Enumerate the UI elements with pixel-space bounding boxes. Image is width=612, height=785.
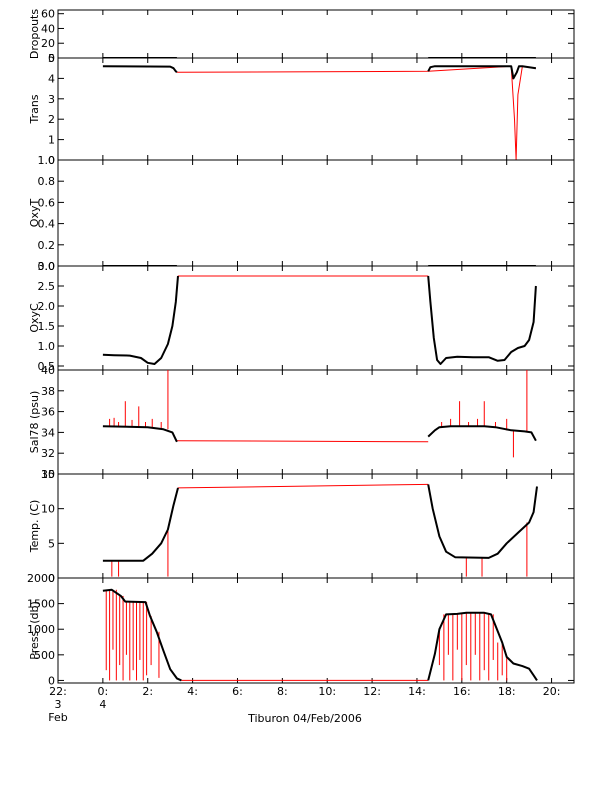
- y-tick-label: 0: [48, 674, 55, 687]
- processed-series-line: [427, 275, 537, 365]
- y-tick-label: 32: [41, 447, 55, 460]
- y-tick-label: 20: [41, 37, 55, 50]
- x-tick-label: 6:: [232, 685, 243, 698]
- y-tick-label: 1: [48, 134, 55, 147]
- y-tick-label: 36: [41, 406, 55, 419]
- y-tick-label: 2.0: [38, 300, 56, 313]
- y-tick-label: 40: [41, 364, 55, 377]
- plot-area: [102, 370, 537, 458]
- y-tick-label: 4: [48, 72, 55, 85]
- plot-area: [102, 275, 537, 365]
- y-axis-label: OxyT: [28, 199, 41, 228]
- y-tick-label: 0.5: [38, 360, 56, 373]
- y-tick-label: 60: [41, 8, 55, 21]
- x-tick-label: 18:: [498, 685, 516, 698]
- y-tick-label: 3: [48, 93, 55, 106]
- raw-series-line: [176, 65, 536, 160]
- x-tick-label: 22:: [49, 685, 67, 698]
- processed-series-line: [427, 425, 537, 442]
- panels: 0204060Dropouts012345Trans0.00.20.40.60.…: [27, 8, 575, 687]
- processed-series-line: [427, 611, 538, 681]
- processed-series-line: [102, 275, 179, 365]
- chart-caption: Tiburon 04/Feb/2006: [247, 712, 362, 725]
- y-axis-label: Dropouts: [28, 9, 41, 59]
- panel-press: 0 500 1000 1500 2000 Press. (db): [27, 572, 575, 687]
- y-tick-label: 0.6: [38, 196, 56, 209]
- panel-oxyt: 0.0 0.2 0.4 0.6 0.8 1.0 OxyT: [28, 154, 575, 273]
- panel-temp: 0 5 10 15 Temp. (C): [28, 468, 575, 585]
- y-tick-label: 0.2: [38, 239, 56, 252]
- x-tick-label: 10:: [318, 685, 336, 698]
- y-tick-label: 10: [41, 503, 55, 516]
- plot-area: [102, 588, 538, 682]
- processed-series-line: [102, 487, 179, 562]
- processed-series-line: [427, 65, 537, 80]
- raw-series-line: [177, 483, 429, 489]
- y-tick-label: 2: [48, 113, 55, 126]
- y-tick-label: 38: [41, 385, 55, 398]
- processed-series-line: [102, 425, 178, 443]
- y-tick-label: 5: [48, 52, 55, 65]
- y-tick-label: 40: [41, 22, 55, 35]
- y-tick-label: 500: [34, 649, 55, 662]
- y-tick-label: 1500: [27, 598, 55, 611]
- y-tick-label: 0.4: [38, 218, 56, 231]
- y-tick-label: 5: [48, 537, 55, 550]
- panel-trans: 0 1 2 3 4 5 Trans: [28, 52, 575, 167]
- x-tick-label: 4:: [187, 685, 198, 698]
- y-tick-label: 3.0: [38, 260, 56, 273]
- y-tick-label: 0.0: [38, 260, 56, 273]
- y-tick-label: 0.8: [38, 175, 56, 188]
- raw-series-line: [176, 440, 429, 443]
- x-tick-label: 20:: [543, 685, 561, 698]
- y-axis-label: Temp. (C): [28, 500, 41, 554]
- x-tick-sublabel: 3: [55, 698, 62, 711]
- x-tick-label: 14:: [408, 685, 426, 698]
- y-axis-label: Sal78 (psu): [28, 391, 41, 454]
- y-tick-label: 0: [48, 52, 55, 65]
- x-tick-label: 0:: [98, 685, 109, 698]
- y-tick-label: 1.0: [38, 340, 56, 353]
- plot-area: [102, 483, 538, 577]
- y-tick-label: 1.5: [38, 320, 56, 333]
- x-tick-label: 16:: [453, 685, 471, 698]
- y-tick-label: 1000: [27, 623, 55, 636]
- y-tick-label: 2000: [27, 572, 55, 585]
- y-tick-label: 0: [48, 154, 55, 167]
- y-tick-label: 0: [48, 572, 55, 585]
- x-tick-label: 8:: [277, 685, 288, 698]
- x-tick-sublabel: 4: [99, 698, 106, 711]
- panel-frame: [57, 577, 575, 684]
- x-tick-label: 12:: [363, 685, 381, 698]
- y-tick-label: 1.0: [38, 154, 56, 167]
- y-tick-label: 30: [41, 468, 55, 481]
- y-axis-label: OxyC: [28, 303, 41, 333]
- y-tick-label: 2.5: [38, 280, 56, 293]
- processed-series-line: [102, 588, 182, 682]
- y-axis-label: Trans: [28, 94, 41, 124]
- processed-series-line: [427, 484, 538, 559]
- y-tick-label: 15: [41, 468, 55, 481]
- x-tick-sublabel: Feb: [48, 711, 67, 724]
- processed-series-line: [102, 65, 178, 74]
- x-tick-label: 2:: [142, 685, 153, 698]
- y-tick-label: 34: [41, 426, 55, 439]
- y-axis-label: Press. (db): [28, 601, 41, 660]
- plot-area: [102, 65, 537, 160]
